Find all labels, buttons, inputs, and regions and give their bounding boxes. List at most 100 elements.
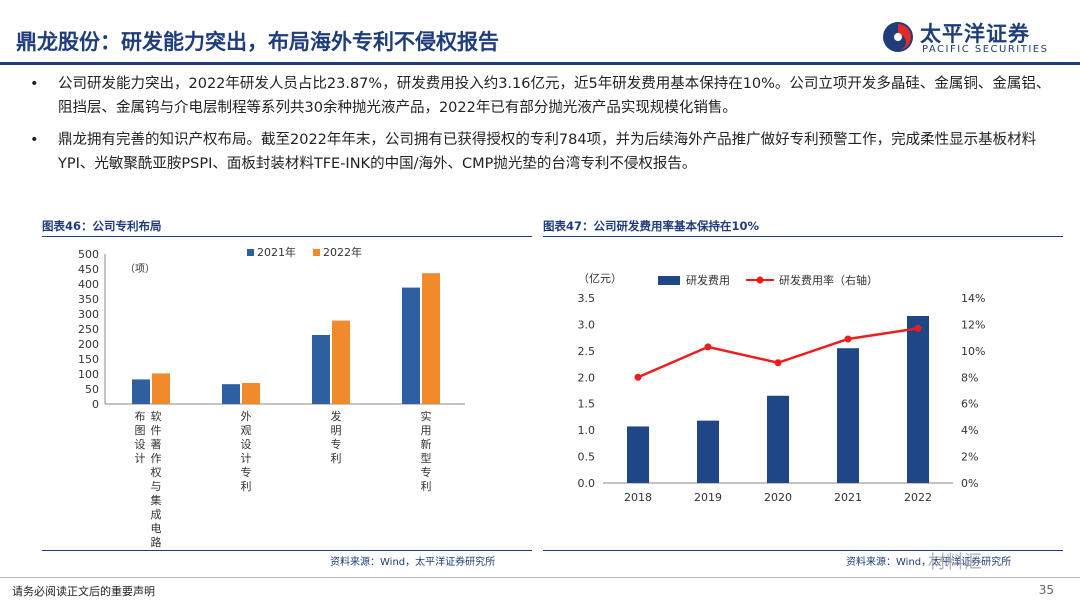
brand-logo-icon <box>883 22 913 52</box>
y-left-tick-label: 3.0 <box>578 318 596 331</box>
legend-marker <box>756 276 764 284</box>
legend-label: 研发费用率（右轴） <box>779 273 878 287</box>
y-tick-label: 100 <box>78 368 99 381</box>
bar <box>422 273 440 404</box>
x-tick-label-char: 软 <box>151 409 162 423</box>
brand-logo: 太平洋证券 PACIFIC SECURITIES <box>882 18 1062 60</box>
x-tick-label-char: 设 <box>241 438 252 451</box>
y-left-tick-label: 3.5 <box>578 292 596 305</box>
y-tick-label: 300 <box>78 308 99 321</box>
x-tick-label-char: 与 <box>151 480 162 493</box>
x-tick-label-char: 明 <box>331 424 342 437</box>
x-tick-label-char: 计 <box>241 452 252 465</box>
brand-name: 太平洋证券 <box>920 22 1030 46</box>
y-left-tick-label: 0.0 <box>578 477 596 490</box>
page-title: 鼎龙股份：研发能力突出，布局海外专利不侵权报告 <box>16 30 499 54</box>
y-left-tick-label: 1.5 <box>578 398 596 411</box>
bullet-text: 公司研发能力突出，2022年研发人员占比23.87%，研发费用投入约3.16亿元… <box>58 76 1051 116</box>
x-tick-label-char: 利 <box>241 480 252 493</box>
x-tick-label-char: 路 <box>151 536 162 549</box>
legend-swatch-bar <box>658 276 680 285</box>
legend-swatch <box>247 249 254 256</box>
rd-ratio-point <box>634 373 642 381</box>
x-tick-label-char: 外 <box>241 410 252 423</box>
y-left-tick-label: 2.5 <box>578 345 596 358</box>
x-tick-label-char: 实 <box>421 409 432 423</box>
bullet-dot-icon: • <box>30 132 39 148</box>
y-left-tick-label: 1.0 <box>578 424 596 437</box>
legend-label: 研发费用 <box>686 273 730 287</box>
y-right-tick-label: 2% <box>961 451 978 464</box>
bar <box>907 315 929 483</box>
y-right-tick-label: 12% <box>961 318 985 331</box>
x-tick-label-char: 观 <box>241 424 252 437</box>
bar <box>222 384 240 404</box>
bullet-text: 鼎龙拥有完善的知识产权布局。截至2022年年末，公司拥有已获得授权的专利784项… <box>58 132 1037 172</box>
x-tick-label-char: 集 <box>151 493 162 507</box>
bullet-item: • 公司研发能力突出，2022年研发人员占比23.87%，研发费用投入约3.16… <box>30 72 1060 120</box>
footer-divider <box>0 577 1080 578</box>
x-tick-label: 2022 <box>904 491 932 504</box>
y-tick-label: 0 <box>92 398 99 411</box>
x-tick-label-char: 权 <box>151 466 162 479</box>
x-tick-label: 2018 <box>624 491 652 504</box>
bar <box>402 287 420 404</box>
x-tick-label-char: 电 <box>151 522 162 535</box>
figure46-source: 资料来源：Wind，太平洋证券研究所 <box>330 557 496 568</box>
rd-ratio-line <box>637 327 919 379</box>
watermark: 材料汇 <box>928 552 982 573</box>
rd-ratio-point <box>844 335 852 343</box>
rd-ratio-point <box>914 324 922 332</box>
y-left-tick-label: 0.5 <box>578 451 596 464</box>
x-tick-label-char: 布 <box>135 410 146 423</box>
legend-label: 2021年 <box>257 245 296 259</box>
footer-disclaimer: 请务必阅读正文后的重要声明 <box>12 585 155 598</box>
chart-patents: 0 50 100 150 200 250 300 350 400 450 500 （项） 2021年 20… <box>78 245 465 549</box>
legend-swatch <box>313 249 320 256</box>
x-tick-label-char: 新 <box>421 437 432 451</box>
legend-label: 2022年 <box>323 245 362 259</box>
bullet-item: • 鼎龙拥有完善的知识产权布局。截至2022年年末，公司拥有已获得授权的专利78… <box>30 128 1060 176</box>
x-tick-label-char: 专 <box>421 465 432 479</box>
bar <box>627 426 649 483</box>
bullet-list: • 公司研发能力突出，2022年研发人员占比23.87%，研发费用投入约3.16… <box>30 72 1060 184</box>
x-tick-label-char: 设 <box>135 438 146 451</box>
y-right-tick-label: 0% <box>961 477 978 490</box>
y-tick-label: 500 <box>78 248 99 261</box>
x-tick-label-char: 发 <box>331 409 342 423</box>
bar <box>132 379 150 404</box>
unit-label: （项） <box>125 263 155 275</box>
bar <box>837 348 859 483</box>
header-divider <box>0 62 1080 65</box>
y-left-tick-label: 2.0 <box>578 371 596 384</box>
y-right-tick-label: 4% <box>961 424 978 437</box>
rd-ratio-point <box>704 343 712 351</box>
y-tick-label: 200 <box>78 338 99 351</box>
bar <box>332 320 350 404</box>
y-right-tick-label: 10% <box>961 345 985 358</box>
figure46-top-rule <box>42 236 532 237</box>
bar <box>312 335 330 404</box>
figure47-top-rule <box>543 236 1063 237</box>
figure46-bottom-rule <box>42 550 532 551</box>
x-tick-label-char: 利 <box>331 452 342 465</box>
y-tick-label: 150 <box>78 353 99 366</box>
rd-ratio-point <box>774 359 782 367</box>
figure47-title: 图表47：公司研发费用率基本保持在10% <box>543 219 760 233</box>
figure47-bottom-rule <box>543 550 1063 551</box>
y-tick-label: 50 <box>85 383 99 396</box>
bar <box>767 395 789 483</box>
page-number: 35 <box>1038 583 1054 597</box>
y-tick-label: 250 <box>78 323 99 336</box>
bar <box>152 373 170 404</box>
y-right-tick-label: 8% <box>961 371 978 384</box>
x-tick-label-char: 专 <box>241 465 252 479</box>
x-tick-label: 2021 <box>834 491 862 504</box>
brand-subtitle: PACIFIC SECURITIES <box>922 44 1049 55</box>
x-tick-label-char: 用 <box>421 424 432 437</box>
bar <box>242 383 260 404</box>
x-tick-label-char: 成 <box>151 508 162 521</box>
x-tick-label: 2020 <box>764 491 792 504</box>
x-tick-label-char: 利 <box>421 480 432 493</box>
figure47-source: 资料来源：Wind，太平洋证券研究所 <box>846 557 1012 568</box>
